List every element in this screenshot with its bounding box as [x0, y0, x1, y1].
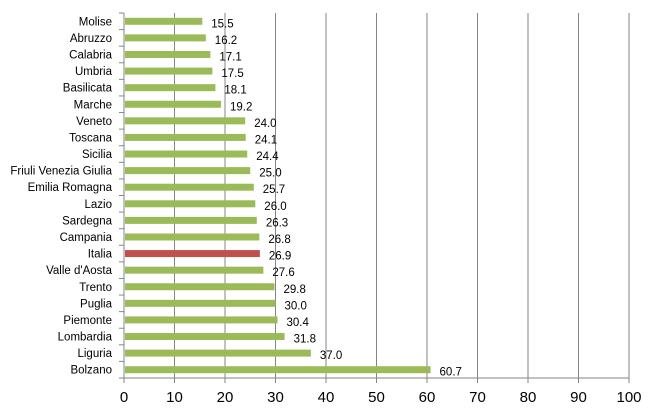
value-labels: 15.5 16.2 17.1 17.5 18.1 19.224.0 24.1 24.4 25.0… — [211, 18, 462, 378]
x-tick-label: 70 — [469, 389, 486, 406]
category-label: Umbria — [75, 66, 113, 78]
x-tick-label: 20 — [217, 389, 234, 406]
value-label: 60.7 — [440, 367, 462, 379]
bars — [125, 17, 431, 374]
value-label: 15.5 — [211, 18, 233, 30]
category-label: Italia — [88, 249, 113, 261]
bar — [125, 183, 254, 191]
bar — [125, 283, 275, 291]
value-label: 19.2 — [230, 101, 252, 113]
bar — [125, 333, 285, 341]
category-label: Sicilia — [82, 149, 113, 161]
x-tick-label: 0 — [120, 389, 128, 406]
category-label: Toscana — [69, 132, 112, 144]
bar-highlight — [125, 250, 260, 258]
category-label: Calabria — [69, 49, 112, 61]
value-label: 24.1 — [255, 134, 277, 146]
value-label: 24.4 — [256, 151, 279, 163]
value-label: 26.8 — [268, 234, 290, 246]
category-label: Piemonte — [63, 315, 112, 327]
bar — [125, 299, 276, 307]
x-tick-label: 80 — [520, 389, 537, 406]
x-tick-label: 90 — [570, 389, 587, 406]
x-tick-label: 100 — [616, 389, 641, 406]
value-label: 24.0 — [254, 118, 276, 130]
category-label: Emilia Romagna — [28, 182, 113, 194]
category-label: Veneto — [76, 116, 112, 128]
bar — [125, 316, 278, 324]
bar — [125, 349, 311, 357]
bar — [125, 84, 216, 92]
bar — [125, 167, 251, 175]
category-label: Trento — [79, 282, 112, 294]
value-label: 25.7 — [263, 184, 285, 196]
bar — [125, 266, 264, 274]
bar — [125, 17, 203, 25]
category-labels: Molise Abruzzo Calabria Umbria Basilicata Mar… — [10, 16, 112, 376]
bar — [125, 133, 246, 141]
category-label: Marche — [74, 99, 112, 111]
bar — [125, 200, 256, 208]
category-label: Abruzzo — [70, 33, 112, 45]
value-label: 37.0 — [320, 350, 342, 362]
value-label: 29.8 — [283, 284, 305, 296]
category-label: Valle d'Aosta — [46, 265, 113, 277]
x-tick-label: 40 — [318, 389, 335, 406]
x-tick-label: 50 — [368, 389, 385, 406]
bar — [125, 50, 211, 58]
value-label: 25.0 — [259, 168, 281, 180]
value-label: 17.1 — [219, 51, 241, 63]
axes — [119, 12, 630, 383]
gridlines — [174, 13, 630, 378]
value-label: 27.6 — [272, 267, 294, 279]
value-label: 26.3 — [266, 217, 288, 229]
bar — [125, 34, 206, 42]
category-label: Puglia — [80, 298, 113, 310]
bar — [125, 150, 248, 158]
bar — [125, 233, 260, 241]
category-label: Campania — [60, 232, 113, 244]
bar — [125, 366, 431, 374]
category-label: Basilicata — [63, 83, 113, 95]
value-label: 31.8 — [294, 334, 316, 346]
category-label: Sardegna — [62, 215, 112, 227]
category-label: Lazio — [85, 199, 113, 211]
x-tick-label: 10 — [166, 389, 183, 406]
x-tick-label: 60 — [419, 389, 436, 406]
value-label: 26.9 — [269, 251, 291, 263]
category-label: Bolzano — [70, 365, 112, 377]
bar — [125, 100, 221, 108]
value-label: 26.0 — [264, 201, 286, 213]
value-label: 30.4 — [287, 317, 310, 329]
value-label: 16.2 — [215, 35, 237, 47]
value-label: 17.5 — [221, 68, 243, 80]
x-tick-labels: 0 10 20 30 40 50 60 70 80 90 100 — [120, 389, 642, 406]
bar — [125, 117, 246, 125]
bar — [125, 216, 257, 224]
category-label: Lombardia — [58, 332, 113, 344]
category-label: Liguria — [77, 348, 112, 360]
value-label: 30.0 — [285, 300, 307, 312]
category-label: Molise — [79, 16, 112, 28]
x-tick-label: 30 — [267, 389, 284, 406]
bar — [125, 67, 213, 75]
category-label: Friuli Venezia Giulia — [10, 166, 112, 178]
value-label: 18.1 — [224, 85, 246, 97]
